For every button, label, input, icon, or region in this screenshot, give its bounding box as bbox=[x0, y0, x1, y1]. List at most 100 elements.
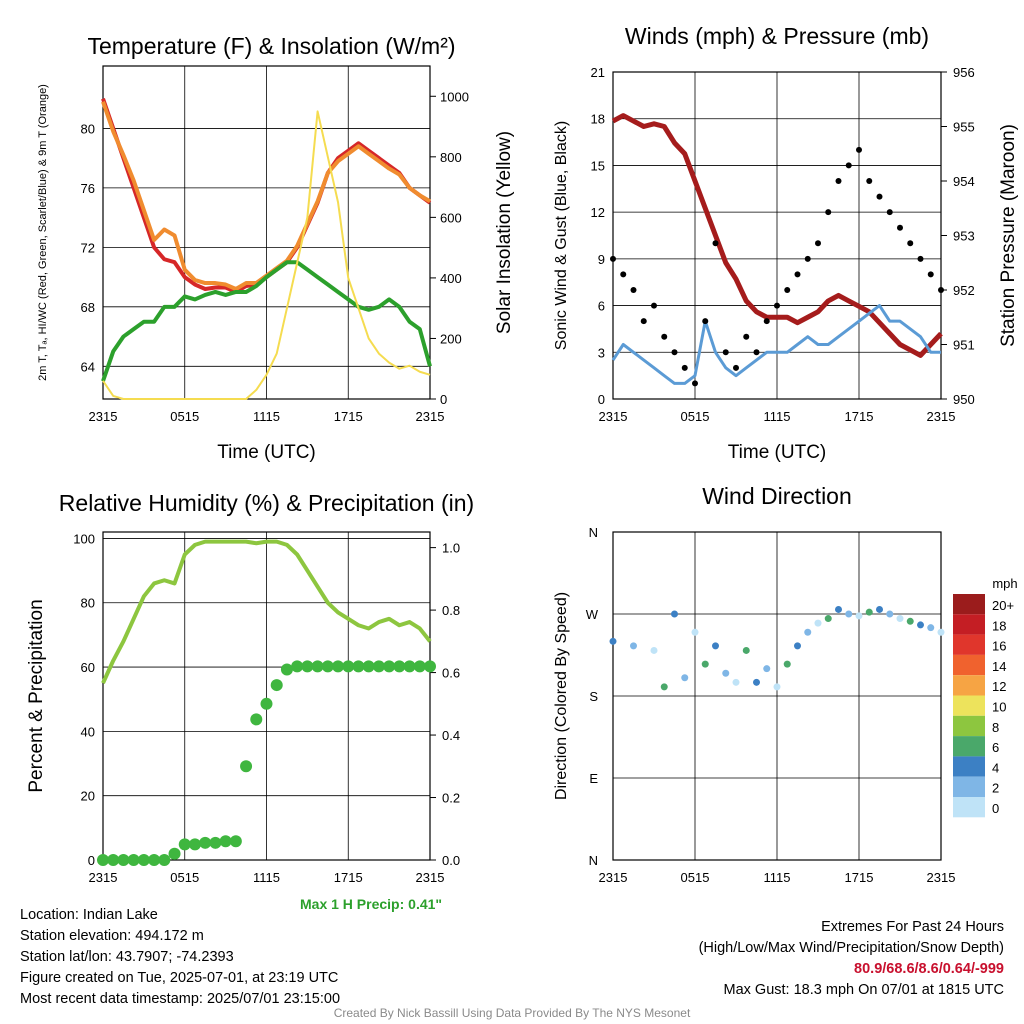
winds-y2tick-label: 952 bbox=[953, 283, 975, 298]
winds-y2tick-label: 953 bbox=[953, 229, 975, 244]
station-info: Location: Indian Lake Station elevation:… bbox=[20, 905, 340, 1010]
dir-legend-swatch bbox=[953, 776, 985, 797]
rh-y2tick-label: 0.8 bbox=[442, 603, 460, 618]
dir-point bbox=[937, 628, 945, 636]
dir-legend-label: 6 bbox=[992, 740, 999, 755]
dir-point bbox=[927, 624, 935, 632]
dir-legend-label: 14 bbox=[992, 659, 1006, 674]
dir-xtick-label: 2315 bbox=[599, 870, 628, 885]
rh-xtick-label: 2315 bbox=[416, 870, 445, 885]
temp-xtick-label: 1715 bbox=[334, 409, 363, 424]
winds-y2tick-label: 955 bbox=[953, 120, 975, 135]
winds-gust-point bbox=[876, 193, 883, 200]
dir-legend-label: 8 bbox=[992, 720, 999, 735]
dir-point bbox=[732, 678, 740, 686]
credit-line: Created By Nick Bassill Using Data Provi… bbox=[333, 1006, 691, 1020]
winds-ytick-label: 12 bbox=[591, 205, 605, 220]
precip-point bbox=[332, 660, 345, 673]
temp-series-line bbox=[102, 110, 431, 400]
winds-xtick-label: 1715 bbox=[845, 409, 874, 424]
temp-y2tick-label: 400 bbox=[440, 271, 462, 286]
precip-point bbox=[301, 660, 314, 673]
winds-gust-point bbox=[774, 302, 780, 309]
temp-xtick-label: 2315 bbox=[89, 409, 118, 424]
dir-ytick-label: N bbox=[589, 853, 598, 868]
precip-point bbox=[260, 697, 273, 710]
winds-gust-point bbox=[692, 380, 698, 387]
dir-point bbox=[804, 628, 812, 636]
dir-point bbox=[824, 615, 832, 623]
dir-point bbox=[814, 619, 822, 627]
winds-xtick-label: 0515 bbox=[681, 409, 710, 424]
temp-ytick-label: 68 bbox=[81, 300, 95, 315]
winds-gust-point bbox=[804, 255, 811, 262]
winds-gust-point bbox=[794, 271, 801, 278]
winds-y2tick-label: 951 bbox=[953, 338, 975, 353]
dir-point bbox=[630, 642, 637, 650]
precip-point bbox=[97, 854, 109, 866]
dir-ytick-label: N bbox=[589, 525, 598, 540]
rh-ytick-label: 40 bbox=[81, 724, 95, 739]
winds-gust-point bbox=[927, 271, 934, 278]
rh-y2tick-label: 0.0 bbox=[442, 853, 460, 868]
dir-point bbox=[876, 605, 883, 613]
rh-ytick-label: 80 bbox=[81, 596, 95, 611]
dir-point bbox=[886, 610, 894, 618]
winds-ytick-label: 0 bbox=[598, 392, 605, 407]
dir-point bbox=[671, 610, 678, 618]
winds-ytick-label: 3 bbox=[598, 345, 605, 360]
dir-legend-swatch bbox=[953, 715, 985, 737]
temp-series-line bbox=[101, 260, 432, 382]
extremes-subtitle: (High/Low/Max Wind/Precipitation/Snow De… bbox=[698, 940, 1004, 956]
precip-point bbox=[117, 854, 130, 866]
winds-gust-point bbox=[938, 287, 944, 293]
winds-gust-point bbox=[897, 224, 903, 231]
rh-title: Relative Humidity (%) & Precipitation (i… bbox=[59, 490, 474, 516]
winds-gust-point bbox=[815, 240, 821, 247]
dir-ytick-label: S bbox=[589, 689, 598, 704]
precip-point bbox=[137, 854, 150, 866]
winds-gust-point bbox=[651, 302, 657, 309]
winds-gust-point bbox=[917, 255, 924, 262]
dir-ytick-label: E bbox=[589, 771, 598, 786]
dir-point bbox=[701, 660, 709, 668]
winds-gust-point bbox=[866, 178, 873, 184]
precip-point bbox=[393, 660, 406, 673]
rh-y2tick-label: 0.6 bbox=[442, 666, 460, 681]
temp-xtick-label: 0515 bbox=[170, 409, 199, 424]
precip-point bbox=[270, 679, 283, 692]
dir-legend-swatch bbox=[953, 797, 985, 818]
dir-legend-swatch bbox=[953, 654, 985, 676]
info-latlon: Station lat/lon: 43.7907; -74.2393 bbox=[20, 949, 234, 965]
temp-y2tick-label: 600 bbox=[440, 210, 462, 225]
precip-point bbox=[199, 836, 212, 849]
winds-y2tick-label: 954 bbox=[953, 174, 975, 189]
winds-gust-point bbox=[630, 287, 637, 293]
winds-gust-point bbox=[620, 271, 627, 278]
winds-gust-point bbox=[743, 333, 750, 340]
dir-legend-swatch bbox=[953, 634, 985, 655]
dir-xtick-label: 1115 bbox=[764, 870, 791, 885]
winds-ytick-label: 21 bbox=[591, 65, 605, 80]
temp-y2tick-label: 800 bbox=[440, 150, 462, 165]
precip-point bbox=[342, 660, 355, 673]
dir-point bbox=[906, 617, 914, 625]
dir-legend-swatch bbox=[953, 736, 985, 757]
temp-ytick-label: 76 bbox=[81, 181, 95, 196]
precip-point bbox=[250, 713, 263, 726]
rh-ytick-label: 100 bbox=[73, 531, 95, 546]
precip-point bbox=[321, 660, 334, 673]
dir-point bbox=[896, 615, 904, 623]
extremes-title: Extremes For Past 24 Hours bbox=[821, 919, 1004, 935]
winds-ylabel: Sonic Wind & Gust (Blue, Black) bbox=[553, 121, 570, 350]
winds-gust-point bbox=[907, 240, 914, 247]
winds-y2tick-label: 950 bbox=[953, 392, 975, 407]
rh-y2tick-label: 1.0 bbox=[442, 541, 460, 556]
precip-point bbox=[352, 660, 365, 673]
winds-gust-point bbox=[763, 318, 770, 325]
winds-gust-point bbox=[784, 287, 791, 293]
winds-gust-point bbox=[681, 364, 688, 371]
dir-point bbox=[742, 646, 750, 654]
dir-legend-swatch bbox=[953, 675, 985, 696]
rh-ytick-label: 60 bbox=[81, 660, 95, 675]
